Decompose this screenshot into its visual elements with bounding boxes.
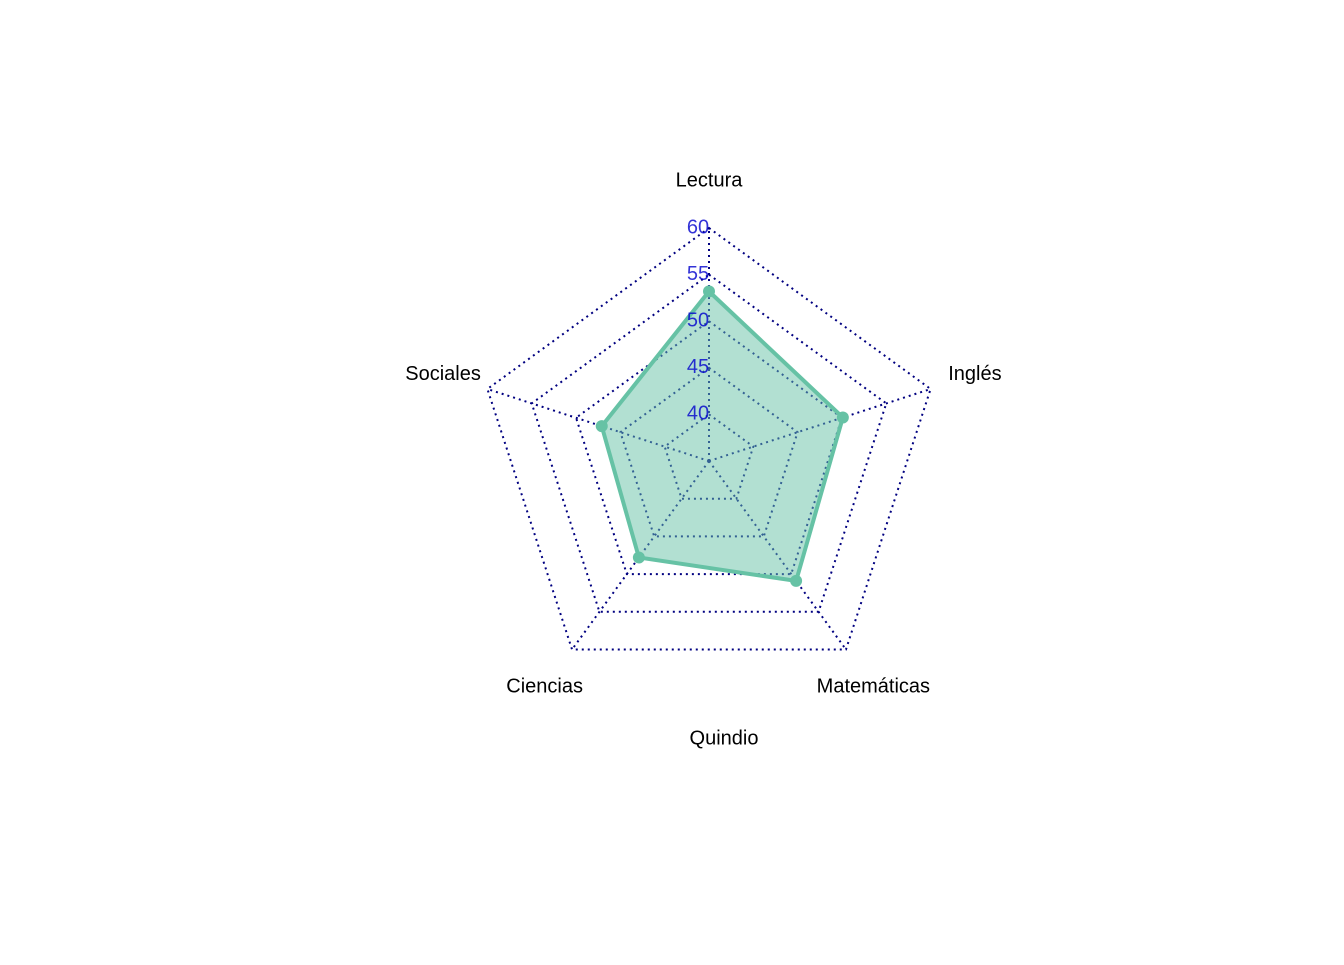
grid-ring — [486, 226, 932, 651]
data-point — [790, 574, 803, 587]
category-label: Ciencias — [506, 675, 583, 697]
data-point — [632, 551, 645, 564]
grid-ring — [530, 273, 888, 613]
r-tick-label: 40 — [687, 403, 709, 425]
category-label: Sociales — [405, 363, 481, 385]
r-tick-label: 60 — [687, 216, 709, 238]
data-point — [595, 420, 608, 433]
data-point — [703, 285, 715, 298]
series-area — [599, 288, 846, 584]
category-label: Inglés — [948, 363, 1001, 385]
r-tick-label: 50 — [687, 309, 709, 331]
data-point — [836, 411, 849, 424]
grid-ring — [574, 319, 844, 576]
category-label: Matemáticas — [817, 675, 930, 697]
chart-title: Quindio — [690, 727, 759, 749]
r-tick-label: 55 — [687, 263, 709, 285]
category-label: Lectura — [676, 170, 744, 192]
r-tick-label: 45 — [687, 356, 709, 378]
